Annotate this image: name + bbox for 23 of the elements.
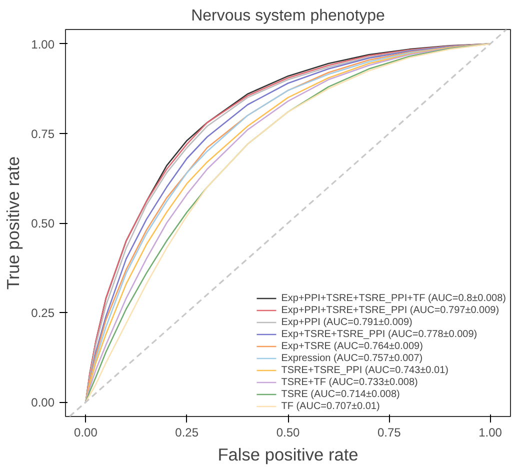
x-tick-label: 0.00 [74, 426, 98, 440]
x-tick-label: 0.75 [377, 426, 402, 440]
chart-title: Nervous system phenotype [191, 8, 386, 24]
x-tick-label: 1.00 [478, 426, 502, 440]
x-tick-label: 0.25 [175, 426, 199, 440]
y-tick-label: 0.25 [31, 306, 55, 320]
y-tick-label: 0.50 [31, 216, 55, 230]
legend-label: TF (AUC=0.707±0.01) [281, 400, 380, 412]
legend-label: Exp+TSRE (AUC=0.764±0.009) [281, 340, 423, 352]
y-tick-label: 0.75 [31, 126, 55, 141]
legend-label: TSRE+TF (AUC=0.733±0.008) [281, 376, 418, 388]
x-axis-title: False positive rate [218, 444, 358, 464]
legend-label: Exp+PPI+TSRE+TSRE_PPI (AUC=0.797±0.009) [281, 304, 500, 316]
y-tick-label: 1.00 [31, 37, 55, 52]
legend-label: TSRE+TSRE_PPI (AUC=0.743±0.01) [281, 364, 448, 376]
y-tick-label: 0.00 [31, 396, 55, 410]
legend-label: Exp+TSRE+TSRE_PPI (AUC=0.778±0.009) [281, 328, 478, 340]
y-axis-title: True positive rate [3, 156, 24, 290]
legend-label: TSRE (AUC=0.714±0.008) [281, 388, 400, 400]
legend-label: Expression (AUC=0.757±0.007) [281, 352, 423, 364]
legend-label: Exp+PPI+TSRE+TSRE_PPI+TF (AUC=0.8±0.008) [281, 292, 506, 304]
x-tick-label: 0.50 [276, 426, 300, 440]
legend-label: Exp+PPI (AUC=0.791±0.009) [281, 316, 412, 328]
